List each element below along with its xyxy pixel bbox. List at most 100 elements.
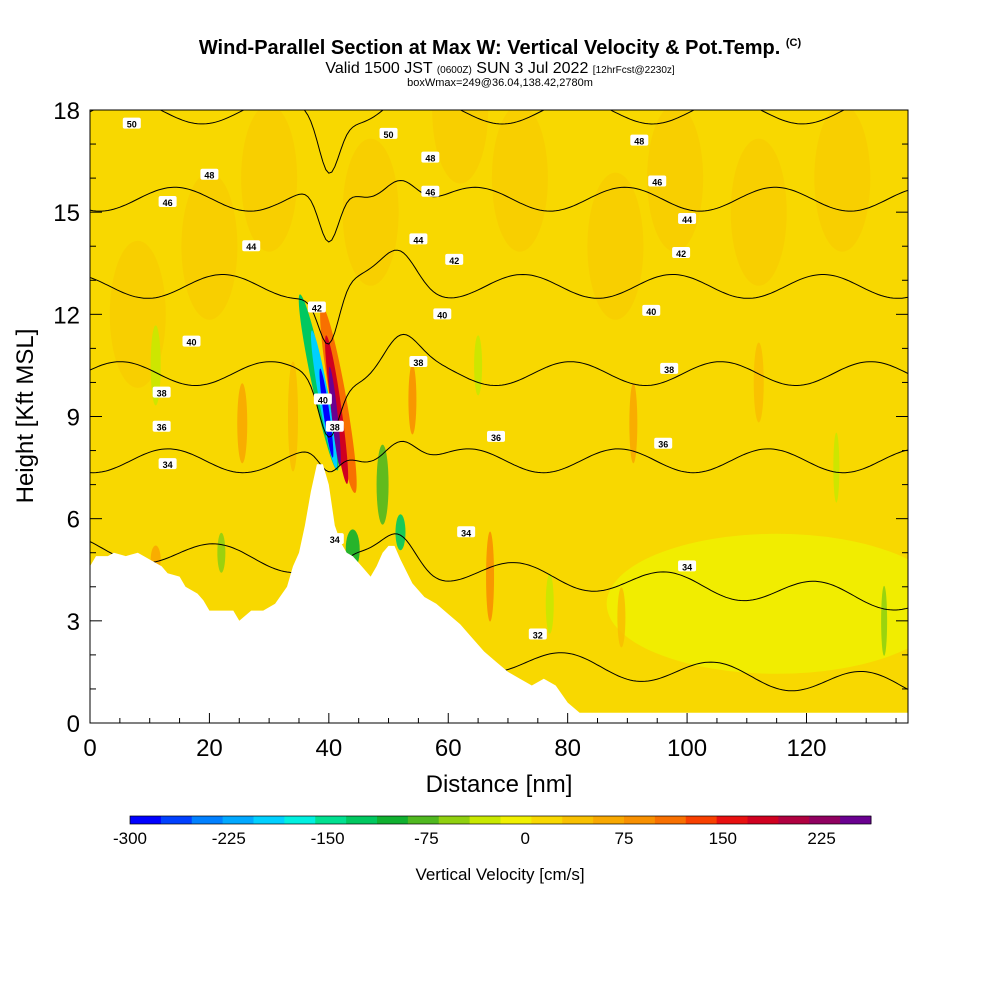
plot-area: 32 34 34 34 34 36 36 36 38 38 38 38 40 40 40 40 42 42 42 44… xyxy=(90,110,908,723)
w-feature-16 xyxy=(881,585,888,656)
colorbar-label: Vertical Velocity [cm/s] xyxy=(415,865,584,884)
y-tick-label-5: 15 xyxy=(53,200,80,227)
theta-label-bg-29 xyxy=(379,127,398,139)
colorbar-swatch-0 xyxy=(130,816,162,824)
title-mark: (C) xyxy=(785,37,802,49)
theta-label-17: 42 xyxy=(449,256,459,266)
theta-contour-42 xyxy=(90,179,908,243)
colorbar-swatch-1 xyxy=(160,816,193,824)
theta-label-bg-18 xyxy=(672,247,691,259)
colorbar-swatch-20 xyxy=(747,816,779,824)
theta-label-0: 32 xyxy=(533,630,543,640)
theta-label-bg-22 xyxy=(158,195,177,207)
x-tick-label-1: 20 xyxy=(196,735,223,762)
theta-labels: 32 34 34 34 34 36 36 36 38 38 38 38 40 40 40 40 42 42 42 44… xyxy=(122,117,697,640)
theta-contour-40 xyxy=(90,249,908,345)
w-feature-6 xyxy=(376,444,389,525)
colorbar-swatch-12 xyxy=(500,816,532,824)
x-tick-label-4: 80 xyxy=(554,735,581,762)
updraft-core-5 xyxy=(328,366,341,467)
w-feature-8 xyxy=(408,364,417,435)
w-feature-15 xyxy=(833,432,840,503)
field-band-1 xyxy=(181,172,238,320)
theta-label-bg-2 xyxy=(325,533,344,545)
x-tick-label-0: 0 xyxy=(83,735,96,762)
colorbar-frame xyxy=(129,815,872,825)
theta-label-bg-19 xyxy=(242,240,261,252)
w-feature-10 xyxy=(474,335,483,396)
colorbar-tick-label-0: -300 xyxy=(113,829,147,848)
y-tick-label-4: 12 xyxy=(53,302,80,329)
x-tick-label-3: 60 xyxy=(435,735,462,762)
chart-title: Wind-Parallel Section at Max W: Vertical… xyxy=(0,37,1000,60)
colorbar-swatch-22 xyxy=(809,816,841,824)
forecast-tag: [12hrFcst@2230z] xyxy=(592,65,675,76)
colorbar-tick-label-5: 75 xyxy=(615,829,634,848)
theta-label-bg-6 xyxy=(487,430,506,442)
colorbar-swatch-14 xyxy=(562,816,594,824)
valid-time-line: Valid 1500 JST (0600Z) SUN 3 Jul 2022 [1… xyxy=(0,60,1000,78)
w-feature-2 xyxy=(217,532,226,573)
theta-label-bg-5 xyxy=(152,420,171,432)
theta-contour-44 xyxy=(90,110,846,174)
theta-label-2: 34 xyxy=(330,535,340,545)
valid-date: SUN 3 Jul 2022 xyxy=(476,60,589,77)
field-band-4 xyxy=(432,110,489,184)
downdraft-core-2 xyxy=(319,368,334,458)
w-feature-7 xyxy=(395,514,406,551)
theta-label-8: 38 xyxy=(157,389,167,399)
theta-label-21: 44 xyxy=(682,215,692,225)
theta-label-10: 38 xyxy=(413,358,423,368)
theta-label-29: 50 xyxy=(384,130,394,140)
theta-label-14: 40 xyxy=(437,310,447,320)
field-band-3 xyxy=(342,138,399,286)
theta-label-25: 48 xyxy=(204,171,214,181)
field-weak-downdraft xyxy=(606,533,908,674)
theta-label-23: 46 xyxy=(425,188,435,198)
colorbar-swatch-23 xyxy=(840,816,872,824)
colorbar-tick-label-1: -225 xyxy=(212,829,246,848)
y-tick-label-1: 3 xyxy=(67,609,80,636)
w-feature-4 xyxy=(288,361,299,472)
colorbar-swatch-8 xyxy=(377,816,409,824)
w-feature-0 xyxy=(150,325,161,406)
theta-contour-34 xyxy=(90,533,908,611)
colorbar-swatch-17 xyxy=(654,816,687,824)
theta-label-28: 50 xyxy=(127,120,137,130)
colorbar-swatch-21 xyxy=(778,816,810,824)
colorbar-swatch-3 xyxy=(222,816,254,824)
x-tick-label-2: 40 xyxy=(315,735,342,762)
terrain-mask xyxy=(90,464,908,723)
theta-label-bg-9 xyxy=(325,420,344,432)
theta-label-20: 44 xyxy=(413,235,423,245)
theta-label-26: 48 xyxy=(425,154,435,164)
theta-label-bg-15 xyxy=(642,304,661,316)
theta-label-bg-16 xyxy=(307,301,326,313)
valid-utc: (0600Z) xyxy=(436,65,472,76)
y-tick-label-6: 18 xyxy=(53,98,80,125)
chart-title-text: Wind-Parallel Section at Max W: Vertical… xyxy=(198,37,781,59)
field-band-5 xyxy=(491,110,548,252)
theta-label-bg-11 xyxy=(660,362,679,374)
theta-label-6: 36 xyxy=(491,433,501,443)
colorbar-tick-label-2: -150 xyxy=(311,829,345,848)
theta-contour-38 xyxy=(90,333,908,438)
theta-contour-36 xyxy=(90,440,908,474)
w-feature-14 xyxy=(753,342,764,423)
y-tick-label-3: 9 xyxy=(67,405,80,432)
theta-label-bg-20 xyxy=(409,233,428,245)
theta-label-bg-24 xyxy=(648,175,667,187)
colorbar-swatch-18 xyxy=(685,816,718,824)
colorbar-tick-label-3: -75 xyxy=(414,829,439,848)
colorbar-swatch-9 xyxy=(407,816,440,824)
field-band-8 xyxy=(730,138,787,286)
valid-prefix: Valid 1500 JST xyxy=(325,60,433,77)
theta-label-13: 40 xyxy=(318,395,328,405)
colorbar-swatch-13 xyxy=(531,816,563,824)
theta-label-bg-21 xyxy=(678,212,697,224)
theta-label-bg-10 xyxy=(409,356,428,368)
theta-label-bg-0 xyxy=(528,628,547,640)
theta-label-9: 38 xyxy=(330,423,340,433)
colorbar-swatch-19 xyxy=(716,816,748,824)
